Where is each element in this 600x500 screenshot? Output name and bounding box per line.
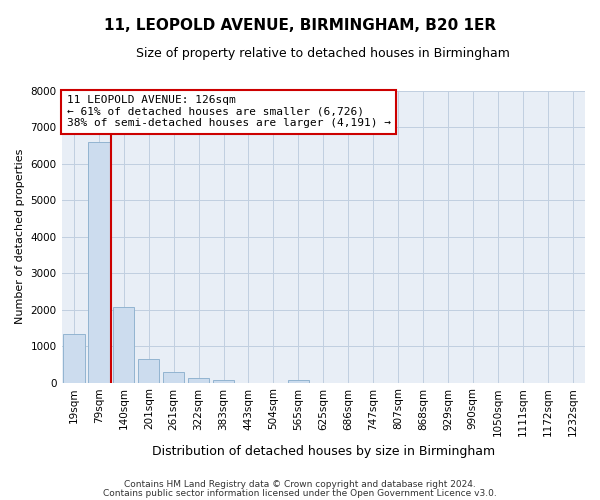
Text: 11, LEOPOLD AVENUE, BIRMINGHAM, B20 1ER: 11, LEOPOLD AVENUE, BIRMINGHAM, B20 1ER (104, 18, 496, 32)
Text: 11 LEOPOLD AVENUE: 126sqm
← 61% of detached houses are smaller (6,726)
38% of se: 11 LEOPOLD AVENUE: 126sqm ← 61% of detac… (67, 95, 391, 128)
Bar (64, 334, 85, 382)
Y-axis label: Number of detached properties: Number of detached properties (15, 149, 25, 324)
Bar (288, 380, 309, 382)
Bar (163, 372, 184, 382)
Text: Contains HM Land Registry data © Crown copyright and database right 2024.: Contains HM Land Registry data © Crown c… (124, 480, 476, 489)
Bar (88, 142, 110, 382)
X-axis label: Distribution of detached houses by size in Birmingham: Distribution of detached houses by size … (152, 444, 495, 458)
Bar (188, 378, 209, 382)
Title: Size of property relative to detached houses in Birmingham: Size of property relative to detached ho… (136, 48, 510, 60)
Bar (138, 359, 160, 382)
Text: Contains public sector information licensed under the Open Government Licence v3: Contains public sector information licen… (103, 488, 497, 498)
Bar (113, 308, 134, 382)
Bar (213, 380, 234, 382)
